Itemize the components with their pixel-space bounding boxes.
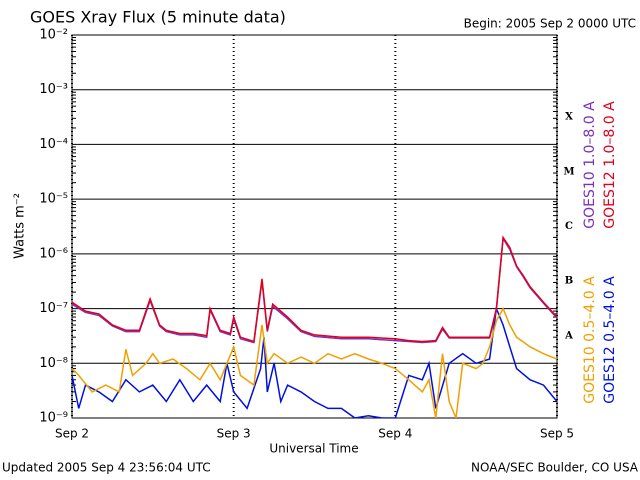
x-tick-label: Sep 4: [378, 427, 412, 441]
series-line: [72, 235, 557, 343]
footer-right: NOAA/SEC Boulder, CO USA: [471, 461, 639, 475]
chart-title: GOES Xray Flux (5 minute data): [30, 8, 286, 27]
y-tick-label: 10⁻⁸: [39, 356, 68, 371]
flare-class-label: A: [564, 330, 573, 341]
flare-class-label: M: [563, 166, 574, 177]
plot-area: [72, 235, 557, 418]
y-tick-label: 10⁻⁶: [39, 246, 68, 261]
chart-subtitle: Begin: 2005 Sep 2 0000 UTC: [464, 17, 636, 31]
x-tick-label: Sep 5: [540, 427, 574, 441]
y-tick-label: 10⁻⁵: [39, 192, 68, 207]
footer-left: Updated 2005 Sep 4 23:56:04 UTC: [2, 461, 211, 475]
x-tick-label: Sep 2: [55, 427, 89, 441]
x-axis-label: Universal Time: [269, 442, 358, 456]
x-tick-label: Sep 3: [217, 427, 251, 441]
y-tick-label: 10⁻⁹: [39, 411, 68, 426]
flare-class-label: X: [565, 112, 573, 123]
series-line: [72, 306, 557, 418]
flare-class-label: C: [565, 221, 573, 232]
y-tick-label: 10⁻²: [39, 28, 68, 43]
legend-label: GOES12 0.5–4.0 A: [602, 276, 618, 404]
y-axis-label: Watts m⁻²: [13, 193, 28, 259]
y-tick-label: 10⁻⁷: [39, 301, 68, 316]
y-tick-label: 10⁻⁴: [39, 137, 68, 152]
y-tick-label: 10⁻³: [39, 82, 68, 97]
legend-label: GOES10 0.5–4.0 A: [582, 276, 598, 404]
legend-label: GOES10 1.0–8.0 A: [582, 101, 598, 229]
series-line: [72, 305, 557, 418]
flare-class-label: B: [565, 276, 573, 287]
legend-label: GOES12 1.0–8.0 A: [602, 101, 618, 229]
